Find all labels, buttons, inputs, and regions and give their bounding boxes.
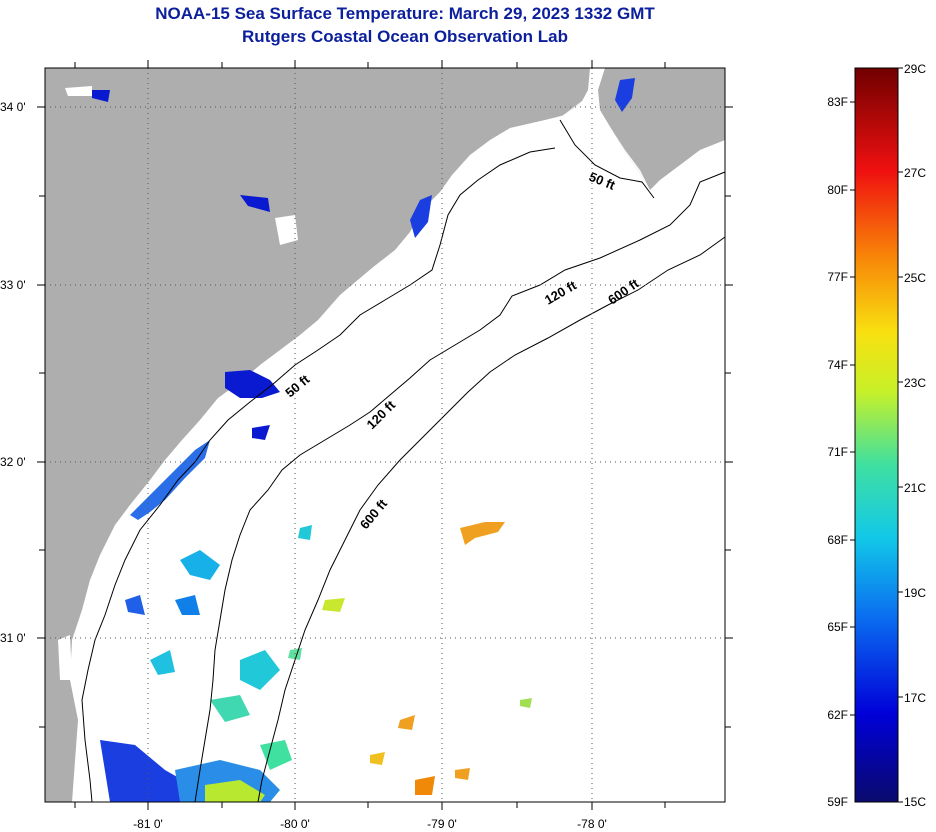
colorbar-c-label: 29C <box>904 62 926 76</box>
colorbar-f-label: 83F <box>827 95 848 109</box>
colorbar-c-label: 15C <box>904 795 926 809</box>
colorbar-ticks <box>850 67 903 803</box>
x-tick-label: -79 0' <box>427 817 457 831</box>
colorbar-c-label: 19C <box>904 586 926 600</box>
colorbar-f-label: 68F <box>827 533 848 547</box>
chart-subtitle: Rutgers Coastal Ocean Observation Lab <box>242 27 568 46</box>
land-mass <box>45 68 590 802</box>
chart-title: NOAA-15 Sea Surface Temperature: March 2… <box>155 4 655 23</box>
colorbar-f-label: 80F <box>827 183 848 197</box>
y-tick-label: 31 0' <box>0 631 26 645</box>
colorbar-c-label: 27C <box>904 166 926 180</box>
cloud-patches <box>58 86 298 680</box>
contour-120ft <box>194 171 726 803</box>
colorbar-f-label: 74F <box>827 358 848 372</box>
colorbar-f-label: 59F <box>827 795 848 809</box>
axis-ticks <box>37 60 733 810</box>
y-tick-label: 34 0' <box>0 100 26 114</box>
contour-600ft <box>257 236 726 803</box>
colorbar-c-label: 25C <box>904 271 926 285</box>
colorbar-c-label: 23C <box>904 376 926 390</box>
colorbar-f-label: 71F <box>827 445 848 459</box>
bathymetry-contours <box>81 119 726 803</box>
y-tick-label: 33 0' <box>0 278 26 292</box>
contour-50ft <box>81 119 655 803</box>
sst-patches <box>92 78 635 802</box>
grid-lines <box>45 68 725 802</box>
colorbar-c-label: 17C <box>904 691 926 705</box>
x-tick-label: -78 0' <box>577 817 607 831</box>
map-frame <box>44 67 726 803</box>
colorbar-f-label: 62F <box>827 708 848 722</box>
coastal-gap <box>550 95 650 195</box>
colorbar <box>854 67 899 803</box>
x-tick-label: -80 0' <box>280 817 310 831</box>
x-tick-label: -81 0' <box>133 817 163 831</box>
y-tick-label: 32 0' <box>0 455 26 469</box>
colorbar-f-label: 77F <box>827 270 848 284</box>
colorbar-f-label: 65F <box>827 620 848 634</box>
colorbar-c-label: 21C <box>904 481 926 495</box>
